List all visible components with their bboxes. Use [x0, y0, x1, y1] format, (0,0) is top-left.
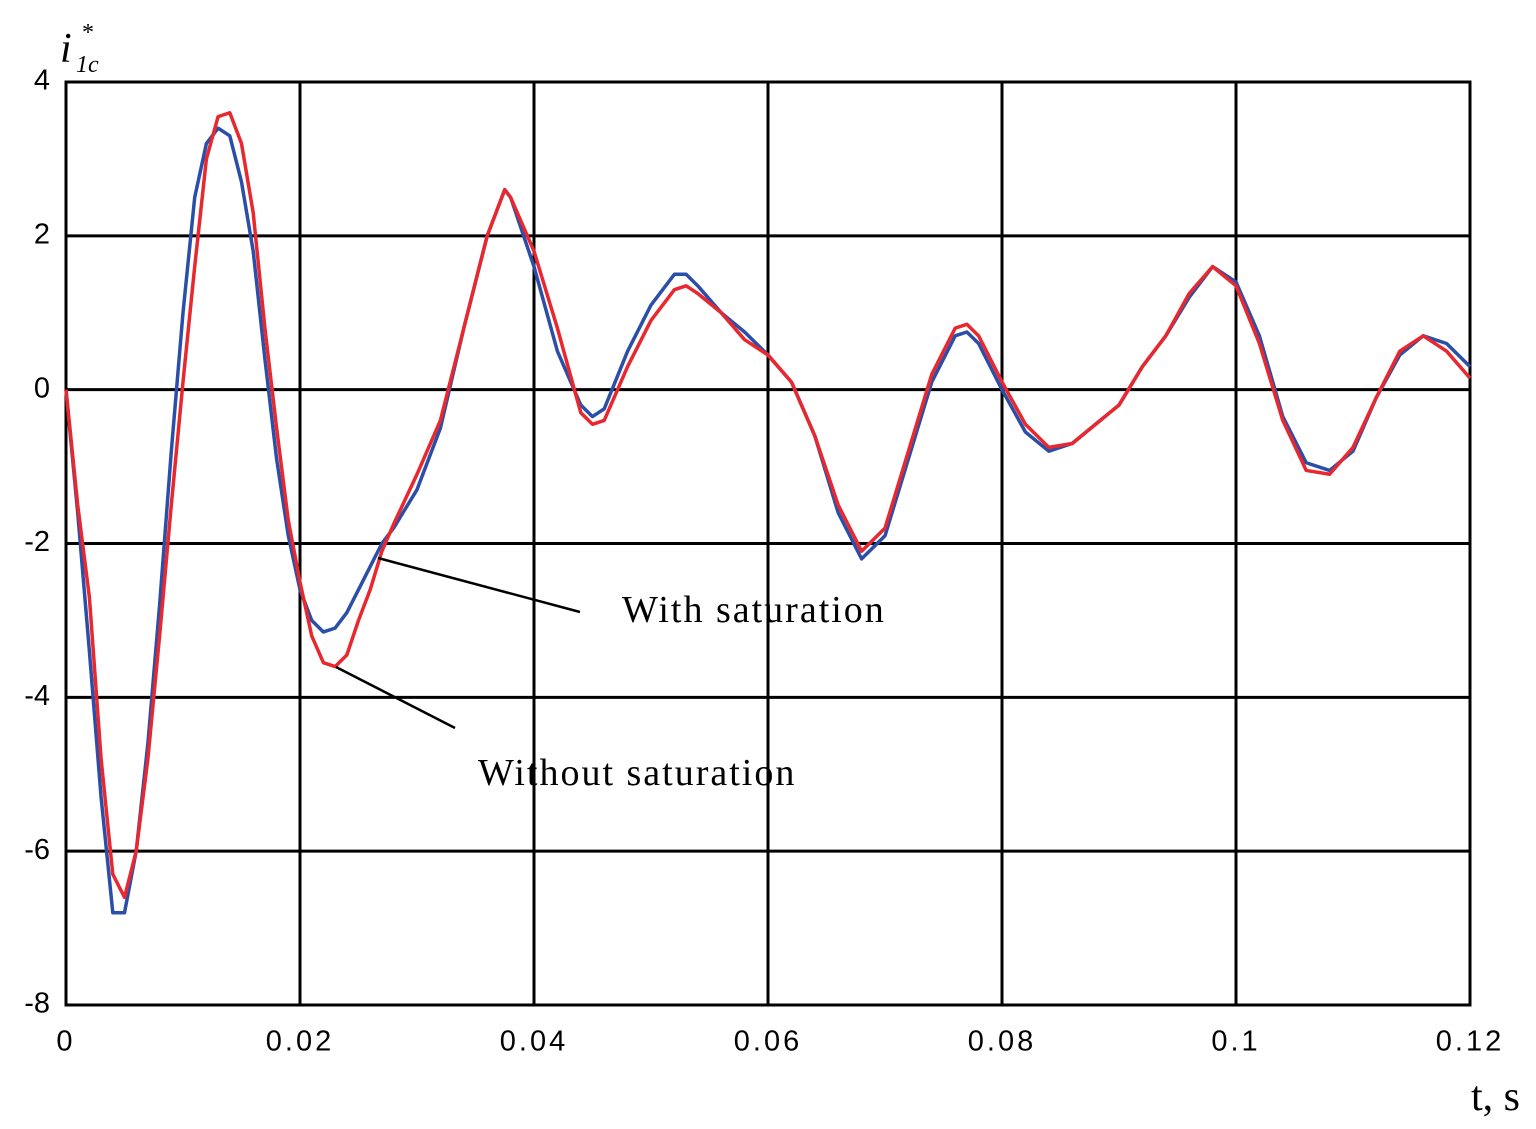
y-axis-label-superscript: *	[82, 20, 94, 46]
y-tick-label: 0	[34, 372, 50, 404]
x-tick-label: 0.08	[968, 1026, 1036, 1058]
series-line	[64, 111, 1472, 900]
y-tick-label: 4	[34, 65, 50, 97]
grid	[64, 80, 1472, 1007]
leader-line	[377, 556, 581, 614]
annotation: With saturation	[622, 589, 886, 631]
x-axis-label: t, s	[1471, 1074, 1520, 1120]
y-tick-label: -4	[24, 680, 50, 712]
y-tick-label: -2	[24, 526, 50, 558]
y-axis-label: i	[60, 26, 72, 72]
y-axis-label-subscript: 1c	[76, 52, 99, 78]
x-tick-label: 0.06	[734, 1026, 802, 1058]
y-tick-label: -6	[24, 834, 50, 866]
x-tick-label: 0.1	[1211, 1026, 1260, 1058]
annotation: Without saturation	[478, 752, 796, 794]
lines	[64, 111, 1472, 915]
plot-frame	[64, 80, 1472, 1007]
y-tick-label: -8	[24, 988, 50, 1020]
x-tick-label: 0.02	[266, 1026, 334, 1058]
x-tick-label: 0.12	[1436, 1026, 1504, 1058]
leader-line	[335, 665, 456, 730]
x-tick-label: 0.04	[500, 1026, 568, 1058]
x-tick-label: 0	[56, 1026, 75, 1058]
y-tick-label: 2	[34, 218, 50, 250]
